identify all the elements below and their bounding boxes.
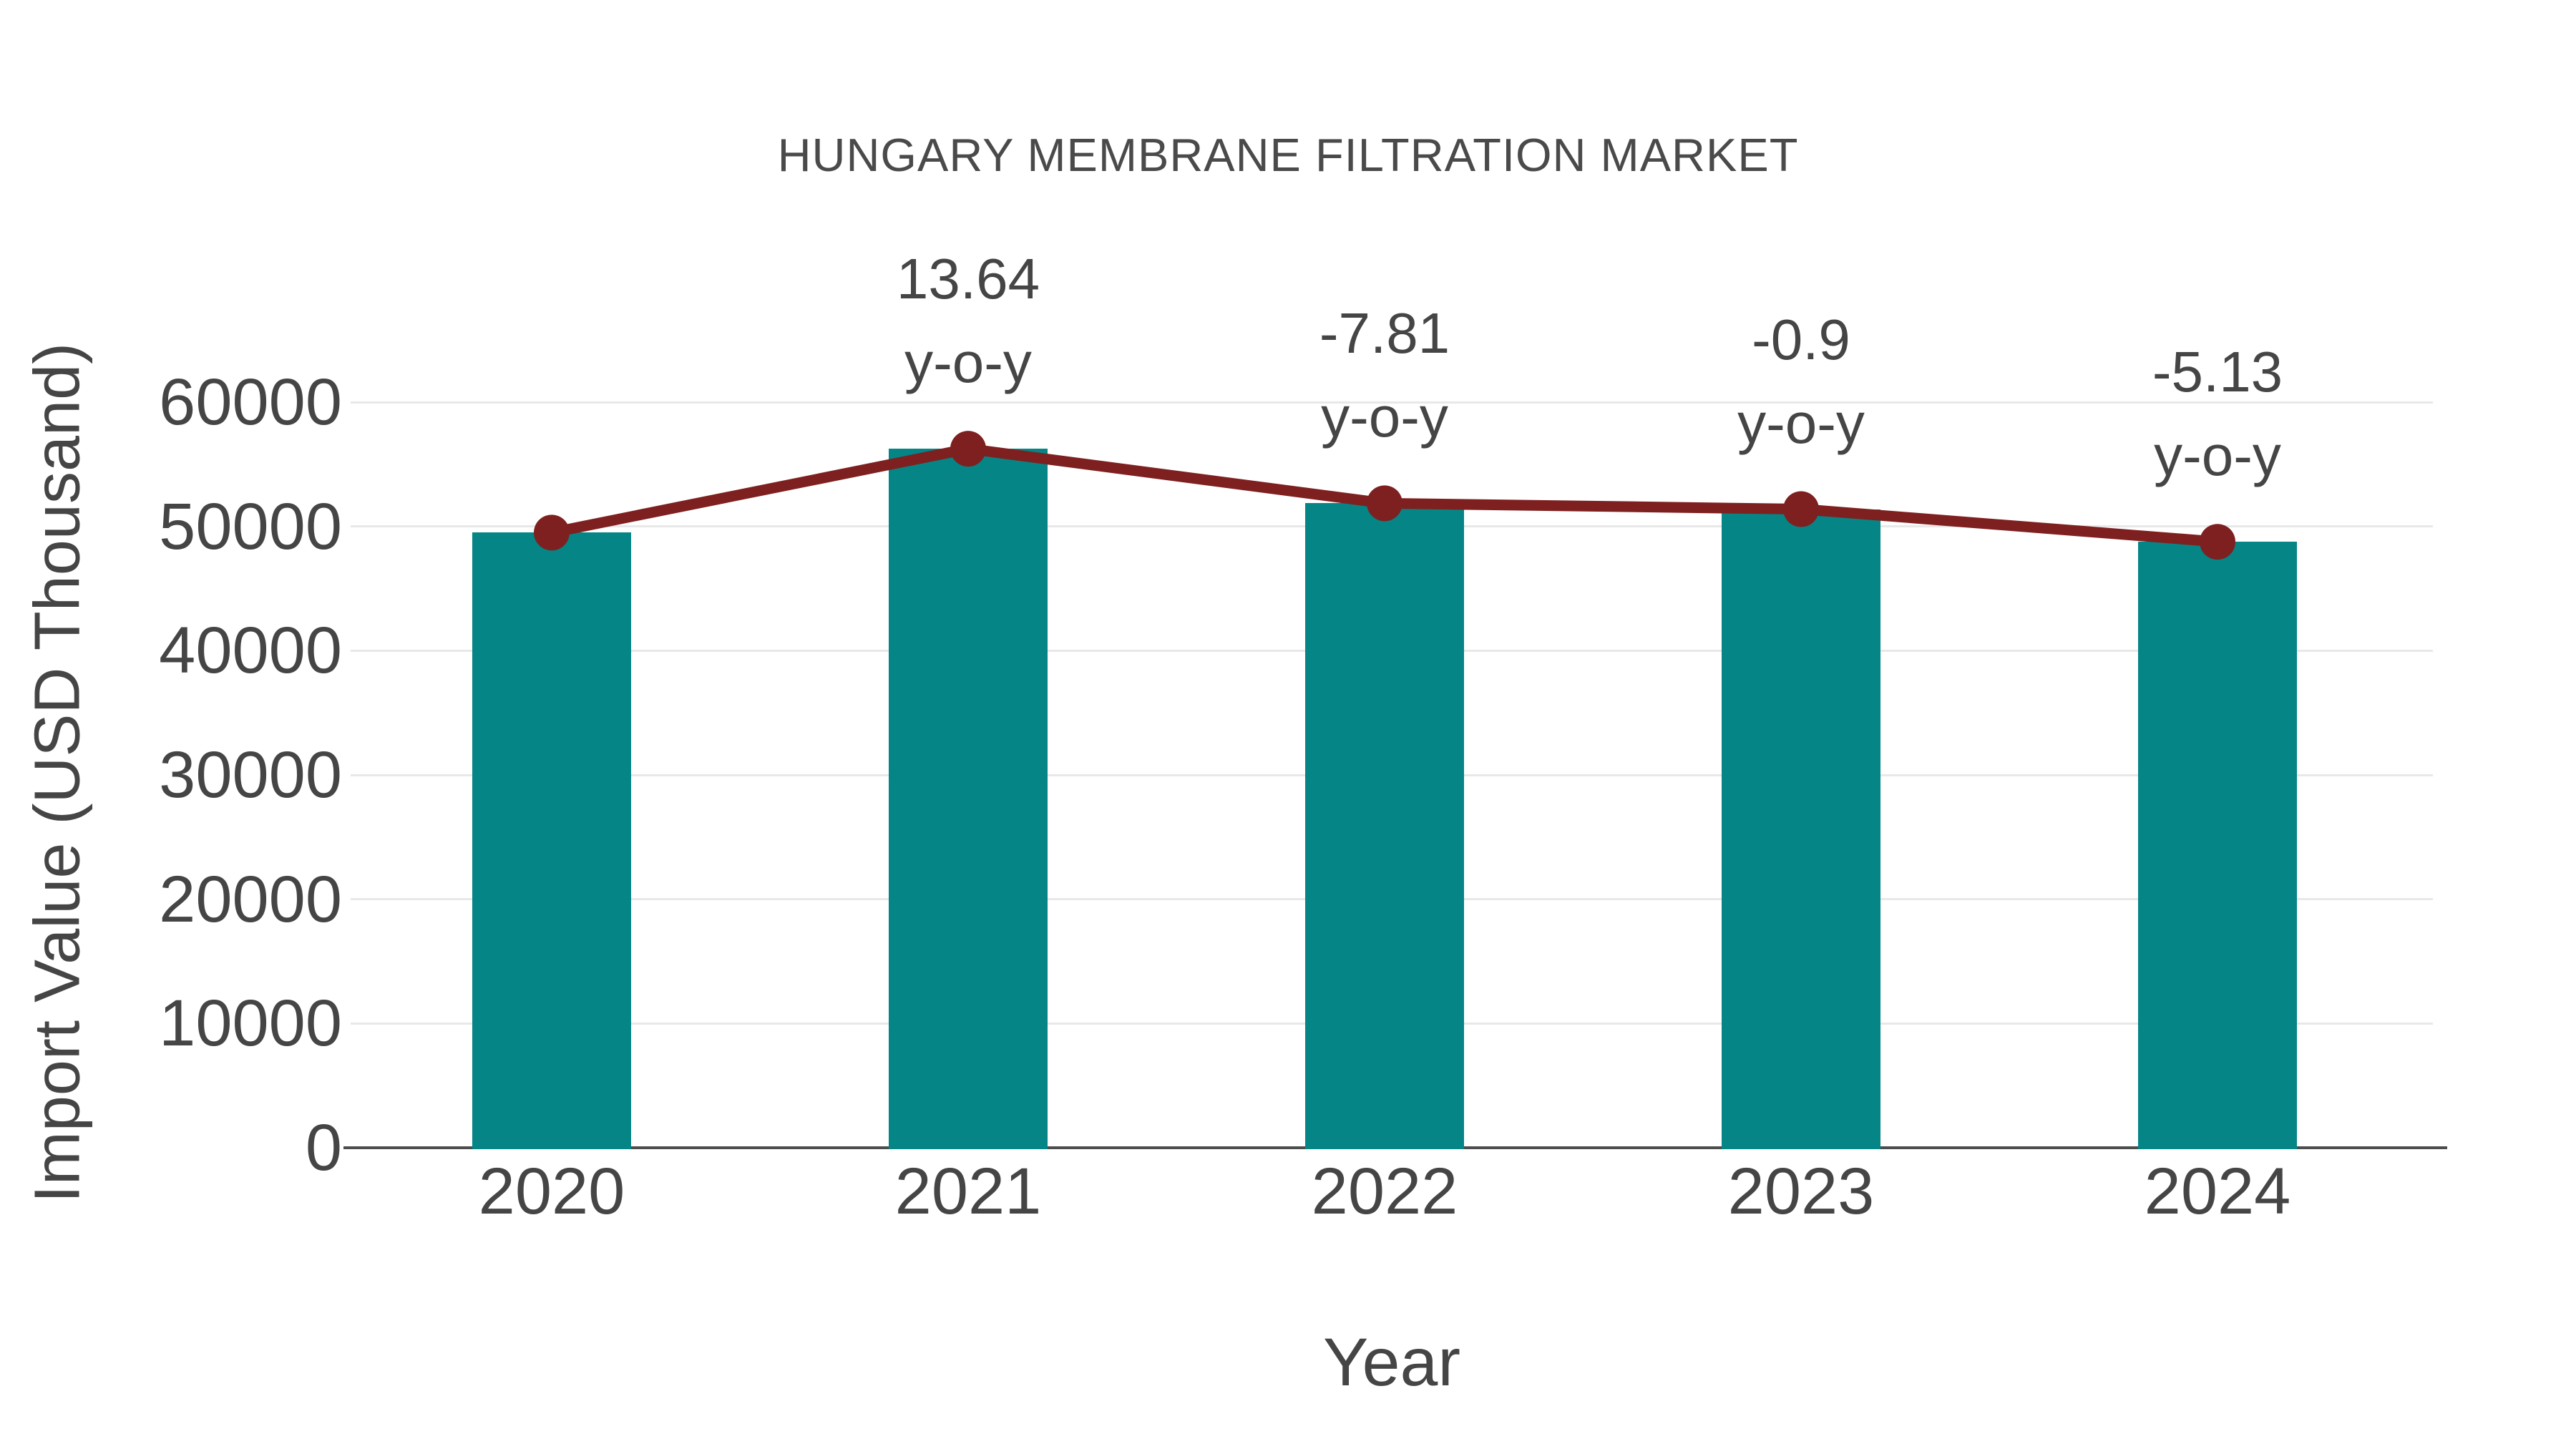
annotation-value: -5.13 xyxy=(2152,340,2283,404)
line-marker-2020 xyxy=(534,514,570,551)
x-tick-2024: 2024 xyxy=(2144,1155,2291,1228)
y-tick-10000: 10000 xyxy=(159,987,342,1060)
line-marker-2023 xyxy=(1783,491,1819,527)
annotation-value: -7.81 xyxy=(1319,301,1450,366)
x-tick-2022: 2022 xyxy=(1311,1155,1458,1228)
annotation-2024: -5.13 y-o-y xyxy=(2003,330,2432,497)
y-tick-0: 0 xyxy=(305,1111,342,1184)
annotation-unit: y-o-y xyxy=(1737,391,1865,455)
y-tick-60000: 60000 xyxy=(159,366,342,439)
annotation-2022: -7.81 y-o-y xyxy=(1170,291,1599,459)
y-tick-50000: 50000 xyxy=(159,489,342,563)
y-tick-30000: 30000 xyxy=(159,738,342,811)
line-marker-2024 xyxy=(2200,524,2235,560)
x-axis-title: Year xyxy=(1323,1324,1460,1400)
gridline-60000 xyxy=(351,401,2433,404)
y-tick-20000: 20000 xyxy=(159,862,342,936)
annotation-2021: 13.64 y-o-y xyxy=(753,237,1183,404)
bar-2024 xyxy=(2138,542,2297,1149)
annotation-2023: -0.9 y-o-y xyxy=(1586,298,2016,465)
annotation-unit: y-o-y xyxy=(1321,385,1448,449)
annotation-value: 13.64 xyxy=(896,247,1040,311)
annotation-unit: y-o-y xyxy=(904,331,1032,395)
x-tick-2023: 2023 xyxy=(1727,1155,1875,1228)
x-tick-2020: 2020 xyxy=(478,1155,625,1228)
bar-2021 xyxy=(889,449,1048,1149)
y-tick-40000: 40000 xyxy=(159,614,342,688)
annotation-unit: y-o-y xyxy=(2154,424,2281,488)
bar-2020 xyxy=(472,532,631,1149)
annotation-value: -0.9 xyxy=(1752,307,1850,371)
line-marker-2021 xyxy=(950,431,986,467)
bar-2022 xyxy=(1305,503,1464,1149)
x-tick-2021: 2021 xyxy=(894,1155,1042,1228)
chart-title: HUNGARY MEMBRANE FILTRATION MARKET xyxy=(777,129,1799,181)
bar-2023 xyxy=(1722,509,1880,1149)
line-marker-2022 xyxy=(1367,485,1402,522)
